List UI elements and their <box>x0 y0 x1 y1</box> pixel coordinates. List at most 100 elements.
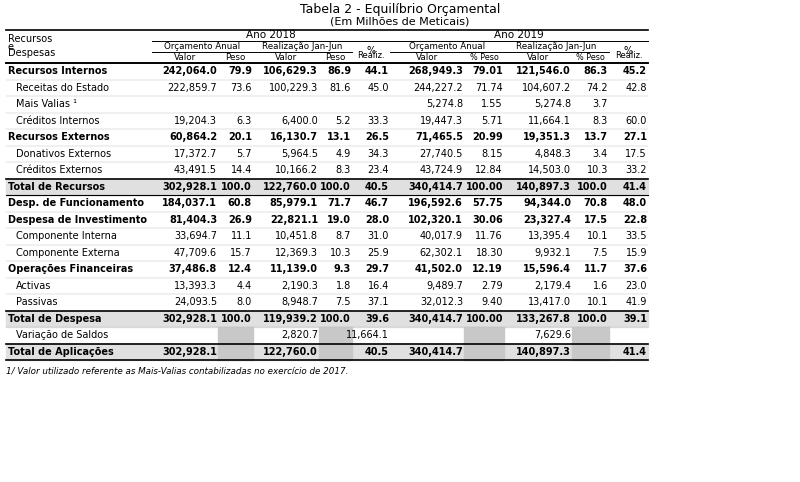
Bar <box>6 178 648 195</box>
Text: 122,760.0: 122,760.0 <box>263 182 318 192</box>
Bar <box>464 327 504 344</box>
Text: 340,414.7: 340,414.7 <box>408 314 463 324</box>
Text: Realiz.: Realiz. <box>357 52 385 61</box>
Text: 2.79: 2.79 <box>482 281 503 291</box>
Text: Peso: Peso <box>326 53 346 62</box>
Text: 100.0: 100.0 <box>320 314 351 324</box>
Text: 10,451.8: 10,451.8 <box>275 231 318 241</box>
Text: 41,502.0: 41,502.0 <box>415 264 463 274</box>
Text: 74.2: 74.2 <box>586 83 608 93</box>
Text: %: % <box>624 46 633 56</box>
Text: 1.55: 1.55 <box>482 99 503 109</box>
Text: 19,204.3: 19,204.3 <box>174 116 217 126</box>
Text: 5,964.5: 5,964.5 <box>281 149 318 159</box>
Text: 94,344.0: 94,344.0 <box>523 198 571 208</box>
Text: Créditos Externos: Créditos Externos <box>16 165 102 175</box>
Text: 17.5: 17.5 <box>584 215 608 225</box>
Bar <box>572 327 609 344</box>
Text: 13,417.0: 13,417.0 <box>528 297 571 307</box>
Text: Valor: Valor <box>527 53 549 62</box>
Text: 33.2: 33.2 <box>626 165 647 175</box>
Text: 8.3: 8.3 <box>336 165 351 175</box>
Text: %: % <box>366 46 375 56</box>
Text: 13,393.3: 13,393.3 <box>174 281 217 291</box>
Text: 5.7: 5.7 <box>237 149 252 159</box>
Text: 46.7: 46.7 <box>365 198 389 208</box>
Text: Despesas: Despesas <box>8 49 55 58</box>
Text: 14.4: 14.4 <box>230 165 252 175</box>
Text: Valor: Valor <box>174 53 196 62</box>
Text: 17,372.7: 17,372.7 <box>174 149 217 159</box>
Text: 100.0: 100.0 <box>578 182 608 192</box>
Text: 10.1: 10.1 <box>586 297 608 307</box>
Text: 71.7: 71.7 <box>327 198 351 208</box>
Text: 60,864.2: 60,864.2 <box>169 132 217 142</box>
Text: 140,897.3: 140,897.3 <box>516 347 571 357</box>
Text: 86.9: 86.9 <box>327 66 351 76</box>
Text: 9.40: 9.40 <box>482 297 503 307</box>
Text: 26.5: 26.5 <box>365 132 389 142</box>
Text: Donativos Externos: Donativos Externos <box>16 149 111 159</box>
Text: 27,740.5: 27,740.5 <box>420 149 463 159</box>
Text: 81.6: 81.6 <box>330 83 351 93</box>
Text: Recursos Externos: Recursos Externos <box>8 132 110 142</box>
Text: 47,709.6: 47,709.6 <box>174 248 217 258</box>
Text: 62,302.1: 62,302.1 <box>420 248 463 258</box>
Bar <box>319 344 352 360</box>
Text: Orçamento Anual: Orçamento Anual <box>409 42 485 51</box>
Text: Realização Jan-Jun: Realização Jan-Jun <box>516 42 597 51</box>
Text: 39.6: 39.6 <box>365 314 389 324</box>
Bar <box>6 344 648 360</box>
Text: 8.3: 8.3 <box>593 116 608 126</box>
Text: Realiz.: Realiz. <box>614 52 642 61</box>
Text: Valor: Valor <box>416 53 438 62</box>
Text: 340,414.7: 340,414.7 <box>408 347 463 357</box>
Text: Componente Externa: Componente Externa <box>16 248 120 258</box>
Text: 1/ Valor utilizado referente as Mais-Valias contabilizadas no exercício de 2017.: 1/ Valor utilizado referente as Mais-Val… <box>6 366 348 375</box>
Text: 40,017.9: 40,017.9 <box>420 231 463 241</box>
Text: Componente Interna: Componente Interna <box>16 231 117 241</box>
Text: 1.6: 1.6 <box>593 281 608 291</box>
Text: 10,166.2: 10,166.2 <box>275 165 318 175</box>
Text: 17.5: 17.5 <box>626 149 647 159</box>
Text: 6,400.0: 6,400.0 <box>282 116 318 126</box>
Text: 140,897.3: 140,897.3 <box>516 182 571 192</box>
Text: 12,369.3: 12,369.3 <box>275 248 318 258</box>
Text: 73.6: 73.6 <box>230 83 252 93</box>
Text: % Peso: % Peso <box>470 53 498 62</box>
Text: 11,664.1: 11,664.1 <box>346 330 389 340</box>
Text: 100,229.3: 100,229.3 <box>269 83 318 93</box>
Text: Desp. de Funcionamento: Desp. de Funcionamento <box>8 198 144 208</box>
Bar <box>464 344 504 360</box>
Text: 41.4: 41.4 <box>623 182 647 192</box>
Text: 15,596.4: 15,596.4 <box>523 264 571 274</box>
Text: 102,320.1: 102,320.1 <box>408 215 463 225</box>
Text: 11,139.0: 11,139.0 <box>270 264 318 274</box>
Text: 86.3: 86.3 <box>584 66 608 76</box>
Text: Mais Valias ¹: Mais Valias ¹ <box>16 99 77 109</box>
Text: Ano 2019: Ano 2019 <box>494 30 544 40</box>
Text: 244,227.2: 244,227.2 <box>414 83 463 93</box>
Text: 4,848.3: 4,848.3 <box>534 149 571 159</box>
Text: 19.0: 19.0 <box>327 215 351 225</box>
Text: Valor: Valor <box>275 53 297 62</box>
Text: 302,928.1: 302,928.1 <box>162 314 217 324</box>
Text: Passivas: Passivas <box>16 297 58 307</box>
Text: 10.3: 10.3 <box>330 248 351 258</box>
Text: 104,607.2: 104,607.2 <box>522 83 571 93</box>
Text: Peso: Peso <box>226 53 246 62</box>
Text: 4.9: 4.9 <box>336 149 351 159</box>
Text: Despesa de Investimento: Despesa de Investimento <box>8 215 147 225</box>
Text: 16.4: 16.4 <box>368 281 389 291</box>
Text: 40.5: 40.5 <box>365 182 389 192</box>
Text: 22,821.1: 22,821.1 <box>270 215 318 225</box>
Text: 12.84: 12.84 <box>475 165 503 175</box>
Text: 41.4: 41.4 <box>623 347 647 357</box>
Text: 70.8: 70.8 <box>584 198 608 208</box>
Text: 100.00: 100.00 <box>466 182 503 192</box>
Text: 29.7: 29.7 <box>365 264 389 274</box>
Text: 57.75: 57.75 <box>472 198 503 208</box>
Text: 2,190.3: 2,190.3 <box>281 281 318 291</box>
Text: 33.5: 33.5 <box>626 231 647 241</box>
Text: 184,037.1: 184,037.1 <box>162 198 217 208</box>
